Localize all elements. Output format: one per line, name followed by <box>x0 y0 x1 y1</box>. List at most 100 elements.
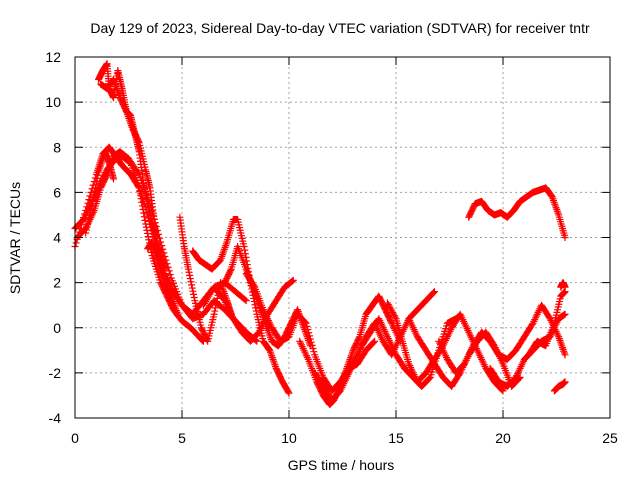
data-point <box>545 313 553 321</box>
data-point <box>92 181 100 189</box>
data-point <box>203 336 211 344</box>
data-point <box>304 326 312 334</box>
data-point <box>87 206 95 214</box>
data-point <box>186 271 194 279</box>
chart-title: Day 129 of 2023, Sidereal Day-to-day VTE… <box>90 20 590 36</box>
data-point <box>305 329 313 337</box>
data-point <box>241 296 249 304</box>
data-point <box>385 302 393 310</box>
series-10 <box>199 276 297 345</box>
data-point <box>384 301 392 309</box>
data-point <box>188 281 196 289</box>
y-tick-label: 0 <box>53 320 61 336</box>
data-point <box>184 265 192 273</box>
data-point <box>243 257 251 265</box>
data-point <box>93 174 101 182</box>
data-point <box>166 271 174 279</box>
series-22 <box>550 378 569 395</box>
data-point <box>86 211 94 219</box>
data-point <box>430 289 438 297</box>
data-point <box>110 175 118 183</box>
data-point <box>94 171 102 179</box>
data-point <box>167 291 175 299</box>
data-point <box>122 106 130 114</box>
data-point <box>561 234 569 241</box>
data-point <box>386 304 394 312</box>
data-point <box>165 267 173 275</box>
data-point <box>431 288 439 296</box>
series-18 <box>435 301 569 377</box>
data-point <box>213 298 221 306</box>
series-23 <box>557 279 569 291</box>
data-point <box>425 374 433 382</box>
data-point <box>241 246 249 254</box>
data-point <box>348 361 356 369</box>
data-point <box>187 278 195 286</box>
data-point <box>141 216 149 224</box>
y-tick-label: 6 <box>53 184 61 200</box>
data-point <box>72 239 80 247</box>
y-tick-label: -2 <box>49 365 62 381</box>
data-point <box>89 193 97 201</box>
data-point <box>306 332 314 340</box>
data-point <box>211 304 219 312</box>
x-tick-label: 10 <box>281 430 297 446</box>
data-point <box>389 310 397 318</box>
data-point <box>140 209 148 217</box>
data-point <box>561 310 569 318</box>
data-point <box>250 282 258 290</box>
data-point <box>188 284 196 292</box>
data-point <box>227 266 235 274</box>
data-point <box>86 208 94 216</box>
data-point <box>303 322 311 330</box>
data-point <box>391 313 399 321</box>
data-point <box>253 337 261 345</box>
x-tick-label: 20 <box>495 430 511 446</box>
data-point <box>242 297 250 305</box>
y-tick-label: 10 <box>45 94 61 110</box>
data-point <box>91 187 99 195</box>
data-point <box>82 229 90 237</box>
series-21 <box>525 288 569 359</box>
data-point <box>185 268 193 276</box>
y-tick-label: 4 <box>53 230 61 246</box>
series-19 <box>465 184 569 241</box>
series-7 <box>144 238 182 318</box>
data-point <box>289 276 297 284</box>
y-axis-label: SDTVAR / TECUs <box>7 182 23 294</box>
data-point <box>212 301 220 309</box>
x-tick-label: 5 <box>178 430 186 446</box>
data-point <box>387 305 395 313</box>
data-point <box>288 278 296 286</box>
data-point <box>561 378 569 386</box>
series-6 <box>97 76 162 255</box>
series-11 <box>221 243 314 350</box>
x-tick-label: 0 <box>71 430 79 446</box>
data-point <box>498 386 506 394</box>
data-point <box>186 275 194 283</box>
data-point <box>387 318 395 326</box>
data-point <box>91 184 99 192</box>
data-point <box>288 277 296 285</box>
series-16 <box>383 299 507 395</box>
data-point <box>301 318 309 326</box>
data-point <box>190 294 198 302</box>
data-point <box>135 137 143 145</box>
x-axis-label: GPS time / hours <box>288 457 395 473</box>
data-point <box>355 334 363 342</box>
data-point <box>370 338 378 346</box>
data-point <box>308 341 316 349</box>
data-point <box>306 335 314 343</box>
data-point <box>307 338 315 346</box>
data-point <box>561 283 569 291</box>
data-point <box>240 243 248 251</box>
y-tick-label: -4 <box>49 410 62 426</box>
series-4 <box>82 148 118 237</box>
data-point <box>389 308 397 316</box>
data-point <box>284 388 292 396</box>
data-point <box>210 310 218 318</box>
data-point <box>134 169 142 177</box>
data-point <box>302 319 310 327</box>
data-point <box>211 307 219 315</box>
